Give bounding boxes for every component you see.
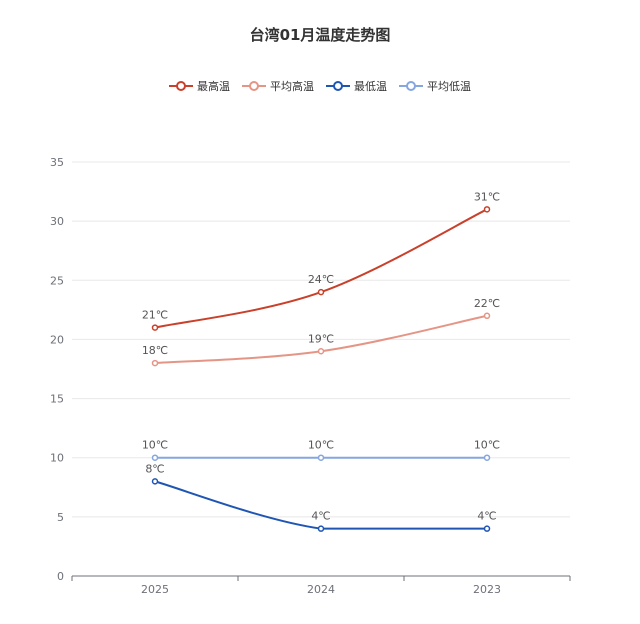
- legend-label-0: 最高温: [197, 80, 230, 93]
- legend-item-1[interactable]: 平均高温: [242, 78, 314, 94]
- data-point-3-2: [483, 454, 491, 461]
- y-tick-label-10: 10: [50, 452, 64, 465]
- data-label-3-0: 10℃: [142, 439, 168, 452]
- legend-label-1: 平均高温: [270, 80, 314, 93]
- data-point-2-1: [317, 525, 325, 532]
- y-tick-label-15: 15: [50, 393, 64, 406]
- legend-item-0[interactable]: 最高温: [169, 78, 230, 94]
- y-tick-label-0: 0: [57, 570, 64, 583]
- data-point-0-1: [317, 288, 325, 296]
- data-label-2-2: 4℃: [477, 510, 496, 523]
- data-label-1-1: 19℃: [308, 332, 334, 345]
- x-tick-label-2025: 2025: [141, 583, 169, 596]
- legend-item-3[interactable]: 平均低温: [399, 78, 471, 94]
- legend-symbol-2: [326, 81, 350, 91]
- x-tick-label-2023: 2023: [473, 583, 501, 596]
- data-point-1-1: [317, 348, 325, 355]
- data-label-0-1: 24℃: [308, 273, 334, 286]
- data-label-3-1: 10℃: [308, 439, 334, 452]
- data-label-1-2: 22℃: [474, 297, 500, 310]
- x-tick-label-2024: 2024: [307, 583, 335, 596]
- legend-label-2: 最低温: [354, 80, 387, 93]
- chart-title: 台湾01月温度走势图: [249, 26, 391, 44]
- data-label-1-0: 18℃: [142, 344, 168, 357]
- y-tick-label-25: 25: [50, 274, 64, 287]
- data-point-0-0: [151, 324, 159, 331]
- legend-symbol-3: [399, 81, 423, 91]
- y-tick-label-20: 20: [50, 333, 64, 346]
- y-tick-label-30: 30: [50, 215, 64, 228]
- data-point-2-0: [151, 478, 159, 485]
- data-point-1-0: [151, 359, 159, 367]
- legend: 最高温 平均高温 最低温 平均低温: [0, 78, 640, 94]
- data-point-2-2: [483, 525, 491, 532]
- data-point-3-0: [151, 454, 159, 461]
- legend-item-2[interactable]: 最低温: [326, 78, 387, 94]
- y-tick-label-35: 35: [50, 156, 64, 169]
- data-label-2-1: 4℃: [311, 510, 330, 523]
- legend-symbol-0: [169, 81, 193, 91]
- data-label-0-2: 31℃: [474, 190, 500, 203]
- data-point-0-2: [483, 206, 491, 213]
- legend-symbol-1: [242, 81, 266, 91]
- series-line-0: [154, 208, 488, 329]
- data-point-3-1: [317, 454, 325, 461]
- data-label-3-2: 10℃: [474, 439, 500, 452]
- data-label-0-0: 21℃: [142, 309, 168, 322]
- data-label-2-0: 8℃: [145, 462, 164, 475]
- legend-label-3: 平均低温: [427, 80, 471, 93]
- data-point-1-2: [483, 312, 491, 320]
- y-tick-label-5: 5: [57, 511, 64, 524]
